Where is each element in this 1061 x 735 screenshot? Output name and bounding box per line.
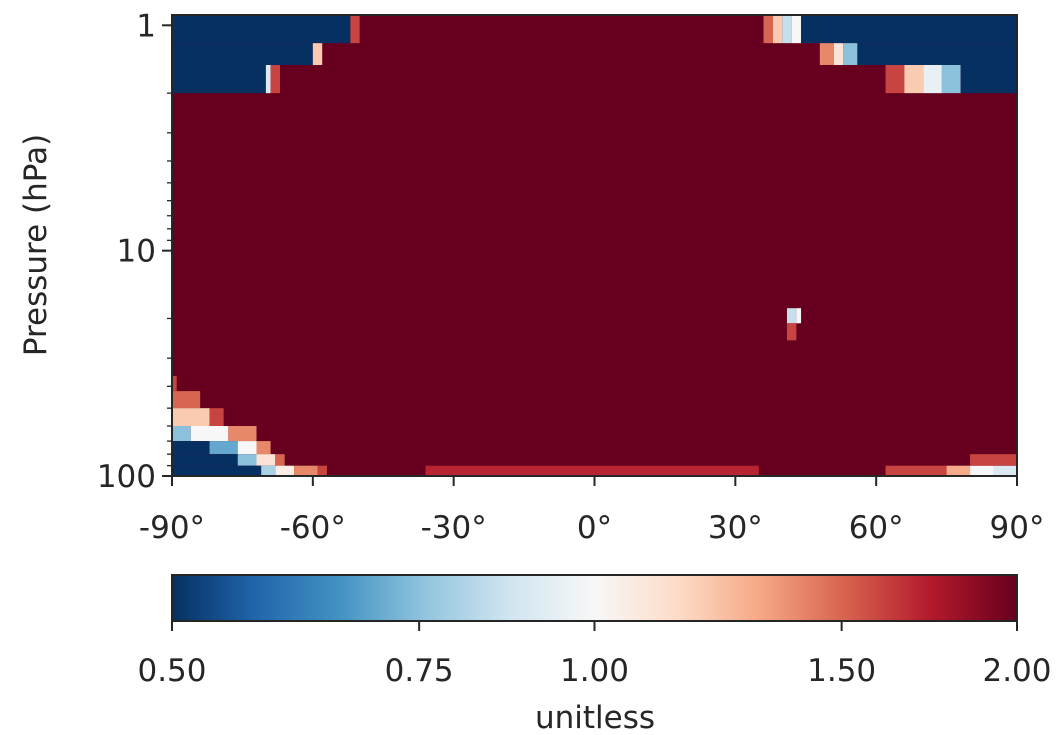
heatmap-cell	[791, 15, 802, 44]
heatmap-cell	[275, 465, 295, 476]
heatmap-cell	[294, 465, 318, 476]
heatmap-cell	[228, 426, 257, 442]
heatmap-cell	[960, 64, 1017, 94]
heatmap-cell	[209, 441, 238, 455]
heatmap-cell	[172, 376, 177, 392]
heatmap-cell	[256, 441, 271, 455]
heatmap-cell	[885, 465, 947, 476]
y-axis-label: Pressure (hPa)	[18, 134, 54, 356]
x-tick-label: 60°	[849, 510, 904, 546]
heatmap-cell	[801, 15, 1017, 44]
x-tick-label: -90°	[139, 510, 205, 546]
heatmap-cell	[261, 465, 276, 476]
heatmap-cell	[970, 454, 1017, 466]
heatmap-cell	[265, 64, 271, 94]
heatmap-cell	[172, 43, 313, 65]
colorbar-tick-label: 1.50	[807, 653, 876, 689]
x-tick-label: 90°	[990, 510, 1045, 546]
heatmap-cell	[833, 43, 844, 65]
heatmap-cell	[970, 465, 994, 476]
heatmap-background	[172, 15, 1017, 476]
heatmap-cell	[425, 465, 759, 476]
colorbar-tick-label: 0.75	[385, 653, 454, 689]
heatmap-cell	[172, 465, 262, 476]
heatmap-cell	[172, 15, 351, 44]
heatmap-cell	[857, 43, 1017, 65]
y-axis: 1 10 100	[97, 8, 172, 495]
heatmap-cell	[312, 43, 323, 65]
heatmap-cell	[190, 426, 229, 442]
heatmap-cell	[993, 465, 1017, 476]
heatmap-cell	[782, 15, 792, 44]
heatmap-cell	[786, 323, 797, 341]
heatmap-cell	[172, 391, 201, 409]
heatmap-cell	[172, 454, 238, 466]
heatmap-cell	[941, 64, 961, 94]
colorbar-label: unitless	[535, 700, 655, 735]
y-tick-label: 1	[136, 8, 156, 44]
heatmap-cell	[172, 441, 210, 455]
colorbar: 0.50 0.75 1.00 1.50 2.00 unitless	[137, 574, 1052, 735]
x-axis: -90° -60° -30° 0° 30° 60° 90°	[139, 476, 1045, 546]
heatmap-cell	[172, 426, 191, 442]
heatmap-cell	[946, 465, 971, 476]
heatmap-cell	[172, 64, 266, 94]
heatmap-cell	[819, 43, 834, 65]
heatmap-cell	[270, 64, 280, 94]
heatmap-cell	[275, 454, 285, 466]
heatmap-cell	[317, 465, 327, 476]
heatmap-cell	[256, 454, 276, 466]
heatmap-cell	[350, 15, 360, 44]
heatmap-cell	[172, 408, 210, 427]
colorbar-gradient	[171, 574, 1018, 622]
heatmap-cell	[885, 64, 905, 94]
heatmap	[172, 15, 1017, 476]
x-tick-label: 0°	[577, 510, 612, 546]
heatmap-cell	[237, 454, 257, 466]
x-tick-label: -30°	[421, 510, 487, 546]
y-tick-label: 100	[97, 459, 156, 495]
heatmap-cell	[237, 441, 257, 455]
y-tick-label: 10	[117, 234, 156, 270]
x-tick-label: -60°	[280, 510, 346, 546]
heatmap-cell	[763, 15, 773, 44]
x-tick-label: 30°	[708, 510, 763, 546]
heatmap-cell	[843, 43, 858, 65]
heatmap-cell	[904, 64, 924, 94]
heatmap-cell	[786, 308, 797, 324]
heatmap-cell	[772, 15, 783, 44]
colorbar-tick-label: 2.00	[982, 653, 1051, 689]
colorbar-ticks: 0.50 0.75 1.00 1.50 2.00	[137, 621, 1052, 689]
heatmap-cell	[923, 64, 942, 94]
colorbar-tick-label: 0.50	[137, 653, 206, 689]
colorbar-tick-label: 1.00	[560, 653, 629, 689]
heatmap-cell	[359, 15, 370, 44]
heatmap-cell	[796, 308, 802, 324]
heatmap-cell	[209, 408, 224, 427]
